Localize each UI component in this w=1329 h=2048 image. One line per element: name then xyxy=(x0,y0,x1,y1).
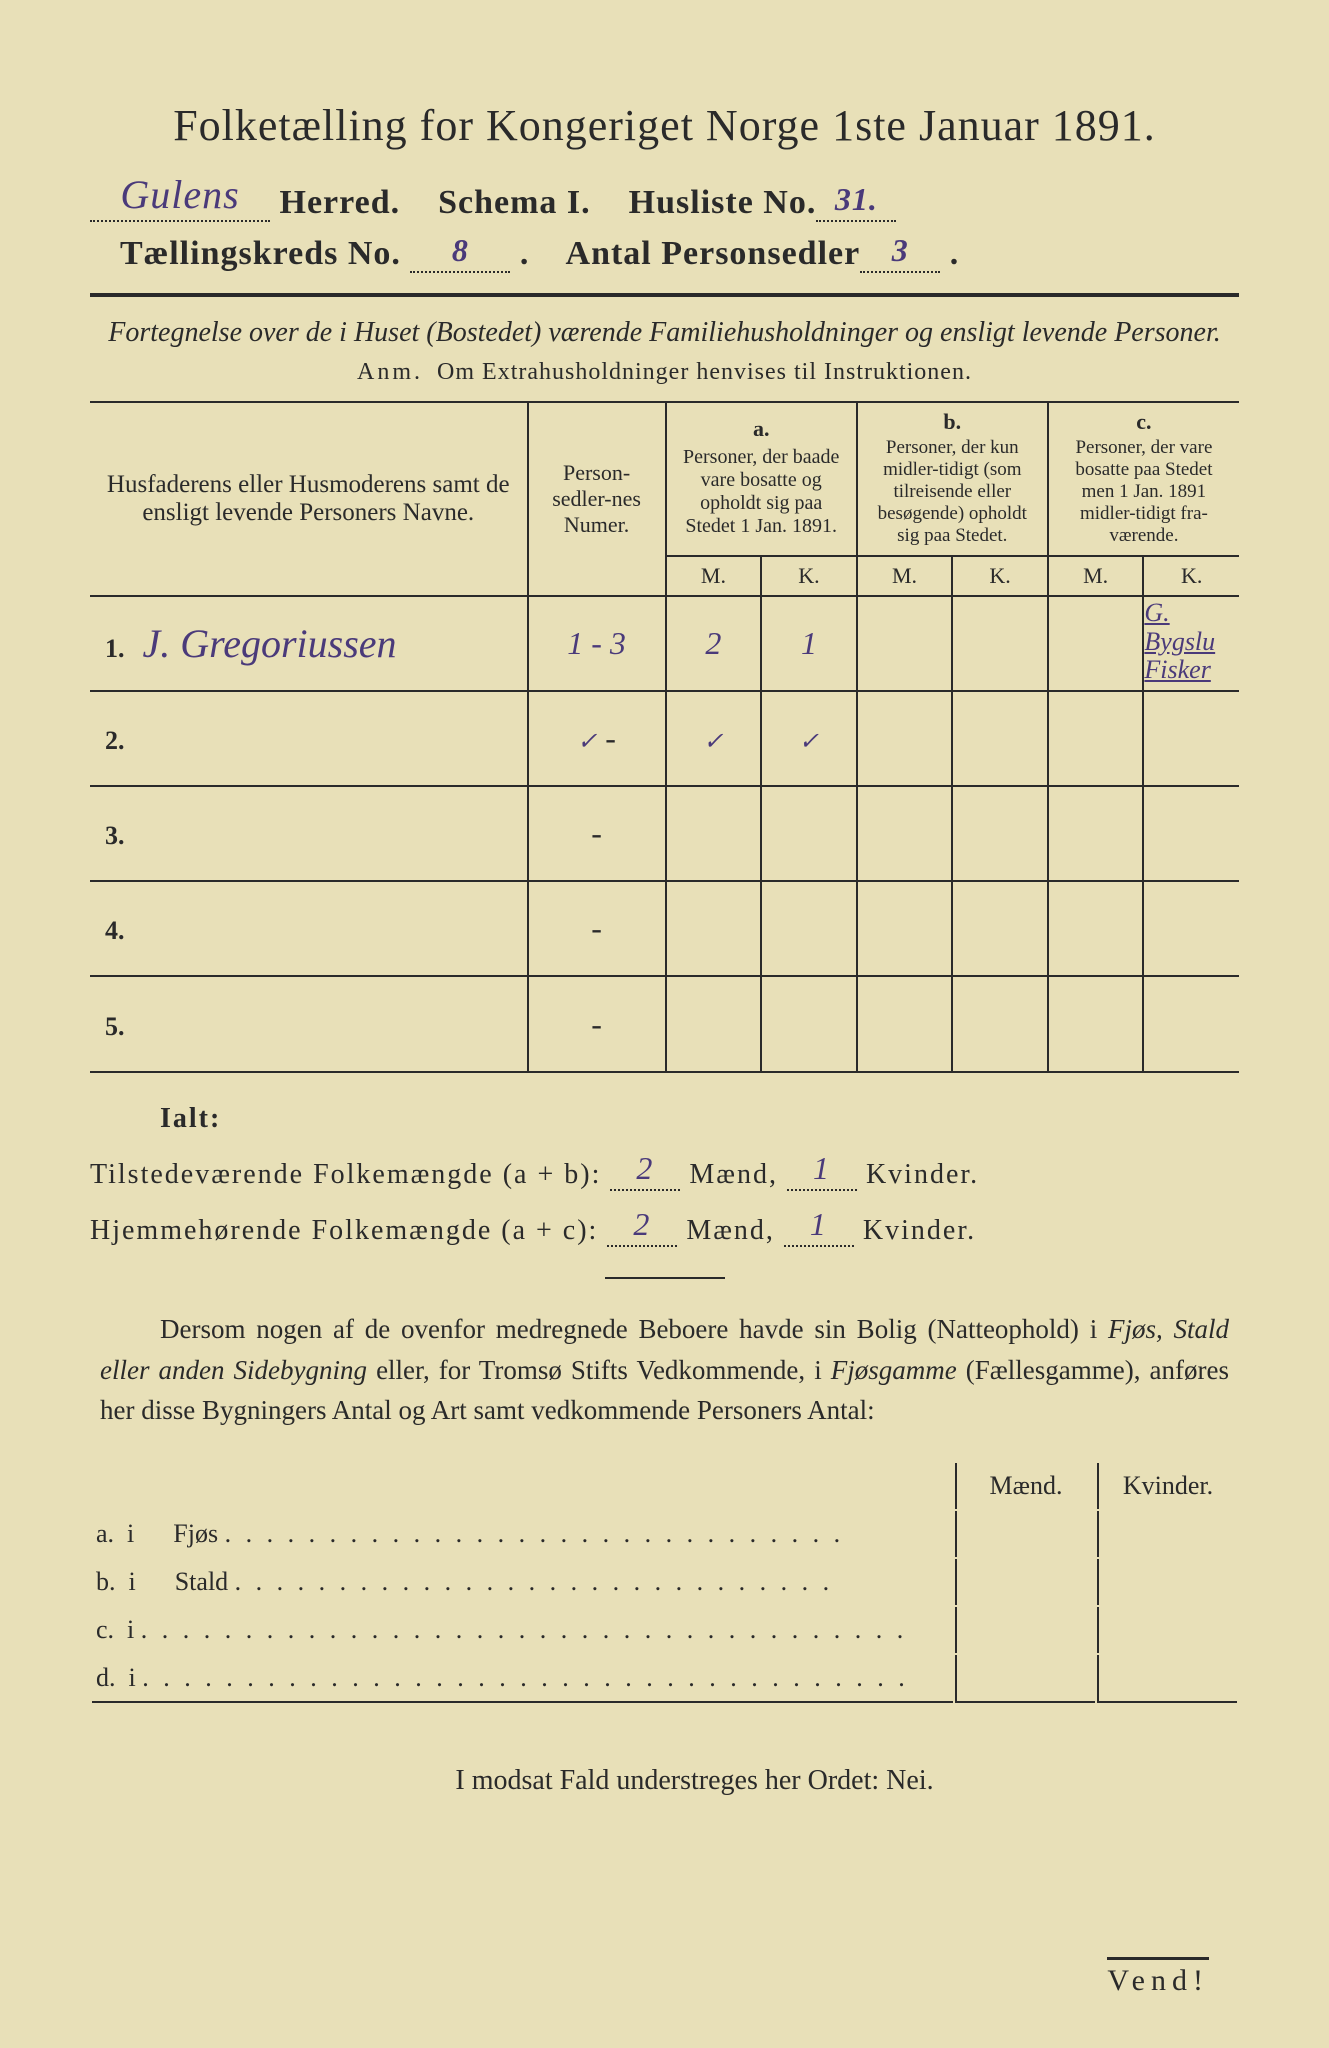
building-table: Mænd. Kvinder. a. i Fjøs . . . . . . . .… xyxy=(90,1461,1239,1705)
col-a-k: K. xyxy=(761,556,857,596)
antal-value: 3 xyxy=(860,232,940,273)
subtitle: Fortegnelse over de i Huset (Bostedet) v… xyxy=(90,317,1239,349)
herred-value: Gulens xyxy=(90,171,270,222)
building-row: a. i Fjøs . . . . . . . . . . . . . . . … xyxy=(92,1511,1237,1557)
table-row: 5. - xyxy=(90,976,1239,1071)
row-number: 3. xyxy=(105,821,125,850)
antal-label: Antal Personsedler xyxy=(566,235,861,272)
present-label: Tilstedeværende Folkemængde (a + b): xyxy=(90,1159,601,1190)
col-b-k: K. xyxy=(952,556,1048,596)
building-row: d. i . . . . . . . . . . . . . . . . . .… xyxy=(92,1655,1237,1703)
row-number: 2. xyxy=(105,726,125,755)
row-number: 1. xyxy=(105,634,125,663)
schema-label: Schema I. xyxy=(438,184,591,221)
building-header: Mænd. Kvinder. xyxy=(92,1463,1237,1509)
person-name: J. Gregoriussen xyxy=(143,621,397,666)
present-k: 1 xyxy=(787,1150,857,1191)
herred-label: Herred. xyxy=(280,184,401,221)
resident-m: 2 xyxy=(607,1206,677,1247)
row-number: 5. xyxy=(105,1012,125,1041)
vend-label: Vend! xyxy=(1107,1957,1209,1998)
maend-label: Mænd, xyxy=(686,1215,775,1246)
col-name-header: Husfaderens eller Husmoderens samt de en… xyxy=(90,403,528,596)
para-em: Fjøsgamme xyxy=(831,1355,957,1385)
cell-a-m: 2 xyxy=(705,625,721,661)
summary-resident: Hjemmehørende Folkemængde (a + c): 2 Mæn… xyxy=(90,1206,1239,1247)
para-text: eller, for Tromsø Stifts Vedkommende, i xyxy=(367,1355,831,1385)
cell-a-m: ✓ xyxy=(703,729,723,755)
nei-line: I modsat Fald understreges her Ordet: Ne… xyxy=(90,1765,1239,1797)
col-a-header: a. Personer, der baade vare bosatte og o… xyxy=(666,403,857,556)
table-body: 1. J. Gregoriussen 1 - 3 2 1 G. Bygslu F… xyxy=(90,596,1239,1071)
header-line-2: Tællingskreds No. 8 . Antal Personsedler… xyxy=(120,232,1239,273)
kreds-value: 8 xyxy=(410,232,510,273)
dots: . . . . . . . . . . . . . . . . . . . . … xyxy=(141,1615,908,1644)
note-text: Om Extrahusholdninger henvises til Instr… xyxy=(437,359,972,385)
kvinder-label: Kvinder. xyxy=(866,1159,979,1190)
rule-3 xyxy=(90,1071,1239,1073)
husliste-label: Husliste No. xyxy=(629,184,817,221)
short-rule xyxy=(605,1277,725,1279)
present-m: 2 xyxy=(610,1150,680,1191)
table-row: 4. - xyxy=(90,881,1239,976)
building-a-label: a. i Fjøs xyxy=(96,1519,218,1548)
resident-label: Hjemmehørende Folkemængde (a + c): xyxy=(90,1215,598,1246)
col-numer-header: Person-sedler-nes Numer. xyxy=(528,403,666,596)
census-table: Husfaderens eller Husmoderens samt de en… xyxy=(90,403,1239,1071)
building-d-label: d. i xyxy=(96,1663,136,1692)
cell-numer: - xyxy=(591,910,602,946)
building-row: c. i . . . . . . . . . . . . . . . . . .… xyxy=(92,1607,1237,1653)
dots: . . . . . . . . . . . . . . . . . . . . … xyxy=(235,1567,834,1596)
col-a-m: M. xyxy=(666,556,762,596)
rule-1 xyxy=(90,293,1239,297)
totals-section: Ialt: Tilstedeværende Folkemængde (a + b… xyxy=(90,1103,1239,1247)
cell-check: ✓ xyxy=(577,729,597,755)
ialt-label: Ialt: xyxy=(160,1103,1239,1135)
cell-numer: - xyxy=(605,720,616,756)
dots: . . . . . . . . . . . . . . . . . . . . … xyxy=(225,1519,845,1548)
resident-k: 1 xyxy=(784,1206,854,1247)
cell-numer: - xyxy=(591,815,602,851)
note-prefix: Anm. xyxy=(357,359,423,385)
building-c-label: c. i xyxy=(96,1615,134,1644)
building-paragraph: Dersom nogen af de ovenfor medregnede Be… xyxy=(100,1309,1229,1431)
cell-numer: - xyxy=(591,1006,602,1042)
col-b-m: M. xyxy=(857,556,953,596)
kvinder-header: Kvinder. xyxy=(1097,1463,1237,1509)
note: Anm. Om Extrahusholdninger henvises til … xyxy=(90,359,1239,386)
building-row: b. i Stald . . . . . . . . . . . . . . .… xyxy=(92,1559,1237,1605)
cell-a-k: ✓ xyxy=(799,729,819,755)
kvinder-label: Kvinder. xyxy=(863,1215,976,1246)
cell-numer: 1 - 3 xyxy=(567,625,626,661)
kreds-label: Tællingskreds No. xyxy=(120,235,401,272)
side-annotation: G. Bygslu Fisker xyxy=(1144,599,1244,685)
table-row: 3. - xyxy=(90,786,1239,881)
col-b-header: b. Personer, der kun midler-tidigt (som … xyxy=(857,403,1048,556)
building-b-label: b. i Stald xyxy=(96,1567,228,1596)
maend-header: Mænd. xyxy=(955,1463,1095,1509)
para-text: Dersom nogen af de ovenfor medregnede Be… xyxy=(160,1314,1108,1344)
summary-present: Tilstedeværende Folkemængde (a + b): 2 M… xyxy=(90,1150,1239,1191)
census-form-page: Folketælling for Kongeriget Norge 1ste J… xyxy=(0,0,1329,2048)
header-line-1: Gulens Herred. Schema I. Husliste No.31. xyxy=(90,171,1239,222)
row-number: 4. xyxy=(105,916,125,945)
cell-a-k: 1 xyxy=(801,625,817,661)
col-c-m: M. xyxy=(1048,556,1144,596)
table-row: 2. ✓ - ✓ ✓ xyxy=(90,691,1239,786)
husliste-value: 31. xyxy=(816,181,896,222)
dots: . . . . . . . . . . . . . . . . . . . . … xyxy=(142,1663,909,1692)
col-c-k: K. xyxy=(1143,556,1239,596)
maend-label: Mænd, xyxy=(689,1159,778,1190)
col-c-header: c. Personer, der vare bosatte paa Stedet… xyxy=(1048,403,1239,556)
table-row: 1. J. Gregoriussen 1 - 3 2 1 G. Bygslu F… xyxy=(90,596,1239,691)
page-title: Folketælling for Kongeriget Norge 1ste J… xyxy=(90,100,1239,151)
